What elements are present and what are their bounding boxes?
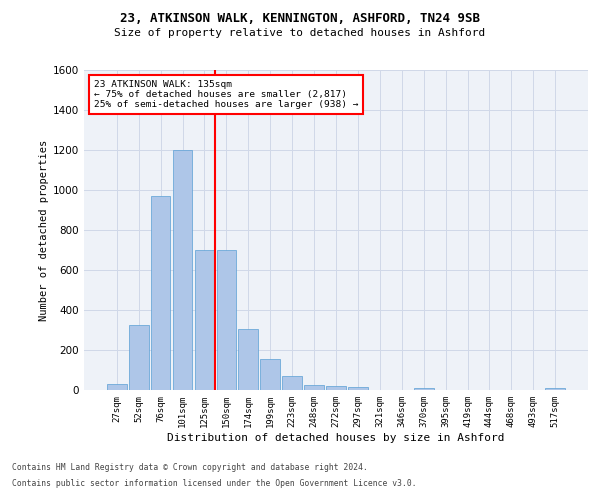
Text: Size of property relative to detached houses in Ashford: Size of property relative to detached ho… <box>115 28 485 38</box>
Bar <box>348 387 368 390</box>
Text: Contains public sector information licensed under the Open Government Licence v3: Contains public sector information licen… <box>12 478 416 488</box>
Text: 23, ATKINSON WALK, KENNINGTON, ASHFORD, TN24 9SB: 23, ATKINSON WALK, KENNINGTON, ASHFORD, … <box>120 12 480 26</box>
Y-axis label: Number of detached properties: Number of detached properties <box>39 140 49 320</box>
Bar <box>414 388 434 390</box>
Text: Contains HM Land Registry data © Crown copyright and database right 2024.: Contains HM Land Registry data © Crown c… <box>12 464 368 472</box>
Bar <box>304 385 324 390</box>
Bar <box>129 325 149 390</box>
Bar <box>326 386 346 390</box>
Bar <box>260 359 280 390</box>
Bar <box>545 388 565 390</box>
Bar <box>282 376 302 390</box>
Bar <box>107 384 127 390</box>
Bar <box>217 250 236 390</box>
Text: 23 ATKINSON WALK: 135sqm
← 75% of detached houses are smaller (2,817)
25% of sem: 23 ATKINSON WALK: 135sqm ← 75% of detach… <box>94 80 359 110</box>
Bar <box>173 150 193 390</box>
Bar <box>151 196 170 390</box>
X-axis label: Distribution of detached houses by size in Ashford: Distribution of detached houses by size … <box>167 432 505 442</box>
Bar <box>194 250 214 390</box>
Bar <box>238 329 258 390</box>
